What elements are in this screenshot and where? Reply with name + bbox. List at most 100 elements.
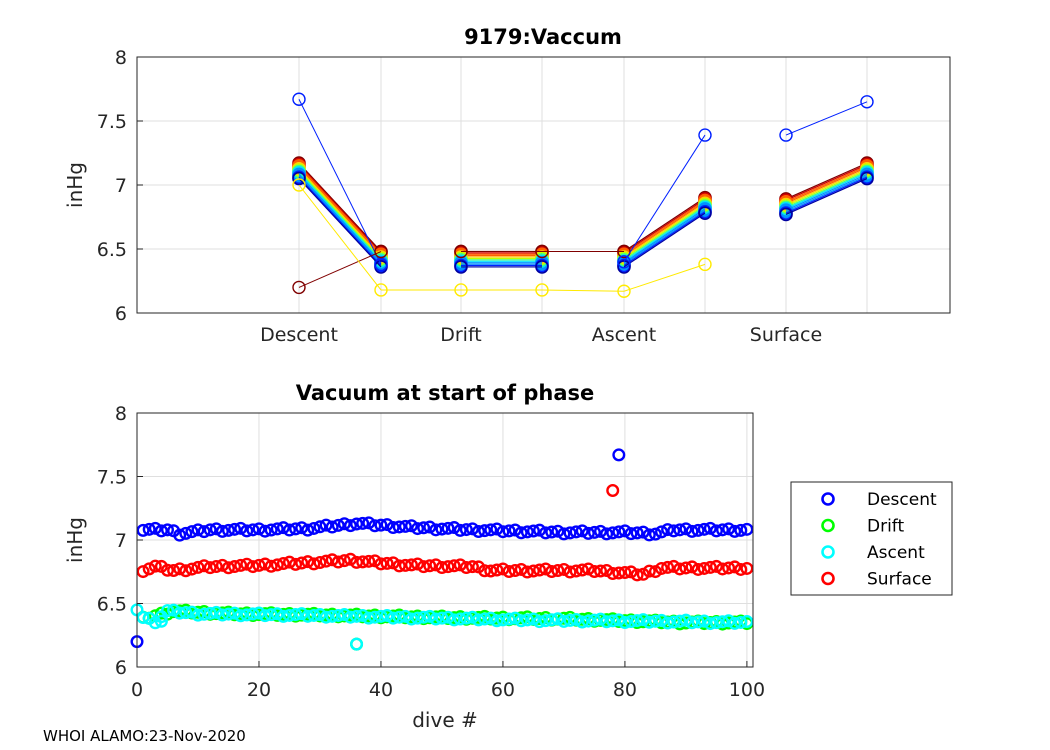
top-y-tick-label: 7.5 bbox=[97, 111, 127, 133]
bottom-data-point bbox=[709, 616, 723, 630]
bottom-data-point bbox=[465, 522, 479, 536]
bottom-x-tick-label: 20 bbox=[247, 679, 271, 701]
bottom-data-point bbox=[447, 521, 461, 535]
bottom-data-point bbox=[228, 606, 242, 620]
bottom-data-point bbox=[630, 614, 644, 628]
top-y-ticks: 6 6.5 7 7.5 8 bbox=[97, 47, 143, 325]
bottom-data-point bbox=[569, 525, 583, 539]
top-outlier-marker bbox=[454, 244, 468, 259]
bottom-data-point bbox=[331, 555, 345, 569]
bottom-data-point bbox=[441, 610, 455, 624]
bottom-data-point bbox=[581, 526, 595, 540]
bottom-data-point bbox=[258, 609, 272, 623]
bottom-data-point bbox=[740, 522, 754, 536]
bottom-data-point bbox=[691, 615, 705, 629]
bottom-data-point bbox=[270, 607, 284, 621]
legend-label-drift: Drift bbox=[867, 517, 904, 537]
bottom-data-point bbox=[478, 524, 492, 538]
bottom-data-point bbox=[679, 522, 693, 536]
bottom-data-point bbox=[331, 518, 345, 532]
bottom-data-point bbox=[642, 615, 656, 629]
bottom-data-point bbox=[703, 560, 717, 574]
bottom-data-point bbox=[630, 526, 644, 540]
bottom-data-point bbox=[642, 528, 656, 542]
bottom-data-point bbox=[362, 611, 376, 625]
top-series-line bbox=[298, 173, 382, 264]
bottom-data-point bbox=[136, 565, 150, 579]
top-category-label: Descent bbox=[260, 324, 338, 346]
bottom-data-point bbox=[587, 564, 601, 578]
bottom-data-point bbox=[575, 563, 589, 577]
bottom-data-point bbox=[343, 610, 357, 624]
top-series-line bbox=[785, 178, 868, 215]
bottom-data-point bbox=[526, 564, 540, 578]
bottom-data-point bbox=[362, 516, 376, 530]
bottom-data-point bbox=[606, 567, 620, 581]
bottom-data-point bbox=[581, 562, 595, 576]
top-category-labels: Descent Drift Ascent Surface bbox=[260, 324, 822, 346]
top-outlier-marker bbox=[617, 284, 631, 298]
bottom-data-point bbox=[618, 615, 632, 629]
top-series-marker bbox=[779, 207, 793, 222]
bottom-data-point bbox=[289, 608, 303, 622]
bottom-data-point bbox=[453, 612, 467, 626]
top-series-line bbox=[623, 211, 706, 267]
bottom-data-point bbox=[307, 521, 321, 535]
legend-box bbox=[790, 481, 953, 596]
bottom-data-point bbox=[685, 616, 699, 630]
top-series-line bbox=[623, 208, 706, 264]
bottom-data-point bbox=[234, 558, 248, 572]
bottom-y-tick-label: 6 bbox=[115, 657, 127, 679]
bottom-data-point bbox=[197, 525, 211, 539]
bottom-data-point bbox=[655, 561, 669, 575]
bottom-data-point bbox=[240, 557, 254, 571]
bottom-data-point bbox=[716, 615, 730, 629]
bottom-data-point bbox=[728, 524, 742, 538]
bottom-data-point bbox=[459, 561, 473, 575]
bottom-data-point bbox=[703, 521, 717, 535]
top-series-line bbox=[298, 176, 382, 266]
top-series-marker bbox=[860, 171, 874, 186]
bottom-data-point bbox=[539, 562, 553, 576]
bottom-data bbox=[130, 448, 754, 651]
bottom-data-point bbox=[362, 554, 376, 568]
bottom-data-point bbox=[368, 554, 382, 568]
top-series-line bbox=[623, 197, 706, 252]
top-y-tick-label: 7 bbox=[115, 175, 127, 197]
bottom-data-point bbox=[276, 609, 290, 623]
bottom-data-point bbox=[191, 560, 205, 574]
bottom-data-point bbox=[423, 559, 437, 573]
bottom-data-point bbox=[142, 562, 156, 576]
bottom-data-point bbox=[368, 519, 382, 533]
bottom-data-point bbox=[606, 614, 620, 628]
bottom-data-point bbox=[276, 557, 290, 571]
bottom-data-point bbox=[459, 523, 473, 537]
bottom-data-point bbox=[533, 615, 547, 629]
top-series-line bbox=[298, 168, 382, 258]
top-category-label: Ascent bbox=[592, 324, 657, 346]
bottom-data-point bbox=[594, 564, 608, 578]
bottom-data-point bbox=[472, 525, 486, 539]
legend-marker-descent bbox=[821, 492, 835, 506]
bottom-data-point bbox=[264, 608, 278, 622]
bottom-data-point bbox=[160, 563, 174, 577]
bottom-data-point bbox=[350, 517, 364, 531]
bottom-data-point bbox=[313, 556, 327, 570]
bottom-data-point bbox=[270, 522, 284, 536]
bottom-data-point bbox=[734, 562, 748, 576]
bottom-data-point bbox=[173, 528, 187, 542]
bottom-data-point bbox=[411, 611, 425, 625]
top-series-line bbox=[623, 212, 706, 268]
bottom-data-point bbox=[667, 524, 681, 538]
top-outlier-marker bbox=[292, 92, 306, 106]
bottom-data-point bbox=[191, 523, 205, 537]
bottom-data-point bbox=[508, 523, 522, 537]
bottom-data-point bbox=[264, 523, 278, 537]
bottom-data-point bbox=[612, 448, 626, 462]
bottom-data-point bbox=[734, 523, 748, 537]
bottom-data-point bbox=[173, 562, 187, 576]
bottom-data-point bbox=[520, 613, 534, 627]
top-series-line bbox=[298, 178, 382, 268]
bottom-data-point bbox=[716, 523, 730, 537]
